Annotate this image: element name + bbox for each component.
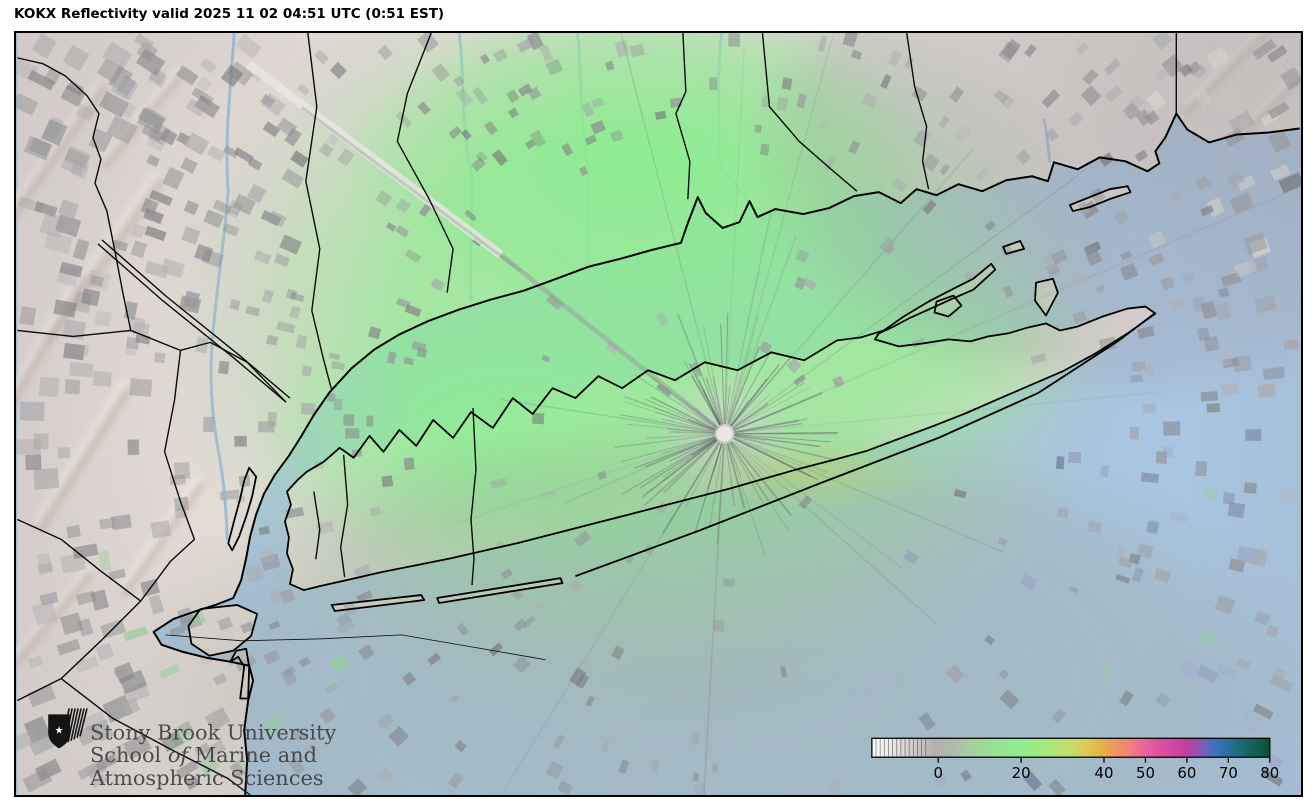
shield-icon <box>48 714 71 749</box>
star-icon: ★ <box>55 725 64 736</box>
colorbar-tick-label: 40 <box>1095 764 1114 782</box>
county-boundaries <box>17 33 1177 795</box>
colorbar-tick-label: 20 <box>1012 764 1031 782</box>
radar-spokes <box>245 33 1301 795</box>
ray-icon <box>70 708 79 741</box>
logo-text-line: Stony Brook University <box>90 720 336 744</box>
ray-icon <box>67 708 76 743</box>
map-frame: 0 20 40 50 60 70 80 ★ Stony Brook University Scho… <box>14 31 1303 797</box>
colorbar-gradient <box>871 738 1270 758</box>
colorbar-tick-label: 0 <box>933 764 942 782</box>
logo-text-line: School of Marine and <box>90 743 317 767</box>
coastlines <box>152 112 1300 795</box>
ray-icon <box>76 708 85 738</box>
clutter-speckles <box>16 33 1301 795</box>
radar-site-marker <box>715 424 734 443</box>
radar-map: 0 20 40 50 60 70 80 ★ Stony Brook UniversityScho… <box>16 33 1301 795</box>
colorbar: 0 20 40 50 60 70 80 <box>871 737 1279 782</box>
logo-text-line: Atmospheric Sciences <box>89 766 324 790</box>
ray-icon <box>64 708 73 744</box>
colorbar-tick-label: 70 <box>1219 764 1238 782</box>
ray-icon <box>73 708 82 740</box>
colorbar-tick-label: 50 <box>1136 764 1155 782</box>
colorbar-tick-label: 60 <box>1177 764 1196 782</box>
colorbar-tick-label: 80 <box>1260 764 1279 782</box>
ray-icon <box>61 708 70 746</box>
map-title: KOKX Reflectivity valid 2025 11 02 04:51… <box>14 6 445 22</box>
ray-icon <box>79 708 88 737</box>
